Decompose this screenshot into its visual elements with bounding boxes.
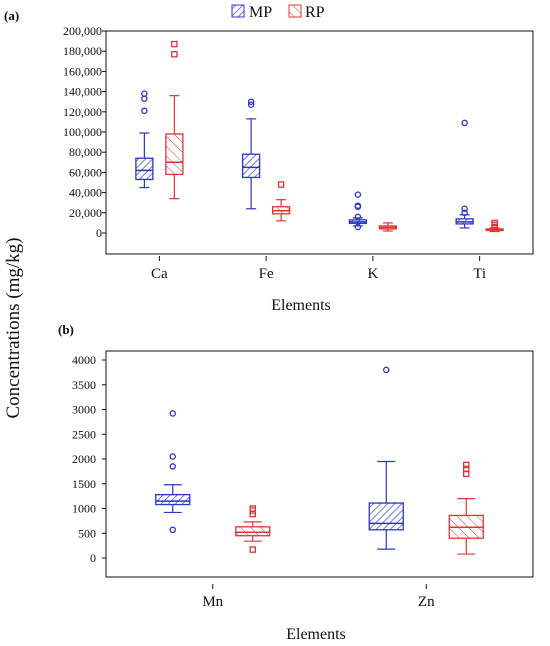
y-tick-label: 3500 — [72, 378, 96, 392]
x-category-label: Mn — [202, 594, 223, 610]
box-body — [155, 493, 191, 506]
panel-b-label: (b) — [58, 322, 74, 337]
figure-y-axis-label: Concentrations (mg/kg) — [3, 238, 24, 419]
outlier-point — [249, 510, 256, 518]
box-mp-mn — [155, 410, 191, 534]
outlier-point — [461, 205, 468, 213]
outlier-point — [354, 202, 362, 209]
box-body — [165, 133, 184, 176]
x-category-label: K — [367, 266, 378, 282]
legend-item-rp: RP — [288, 4, 325, 21]
y-tick-label: 2500 — [72, 427, 96, 441]
outlier-point — [171, 40, 178, 48]
y-tick-label: 1500 — [72, 477, 96, 491]
box-body — [241, 153, 261, 179]
box-mp-k — [348, 191, 368, 231]
legend-item-mp: MP — [231, 4, 272, 21]
y-tick-label: 60,000 — [69, 165, 102, 179]
box-mp-zn — [368, 366, 404, 550]
x-category-label: Fe — [259, 266, 274, 282]
box-mp-ti — [455, 119, 474, 229]
box-rp-zn — [448, 461, 484, 555]
y-tick-label: 160,000 — [63, 64, 102, 78]
legend-swatch-rp — [288, 4, 302, 18]
box-rp-fe — [271, 181, 291, 222]
outlier-point — [462, 465, 470, 473]
outlier-point — [169, 410, 176, 417]
y-tick-label: 1000 — [72, 502, 96, 516]
box-rp-ca — [165, 40, 184, 200]
outlier-point — [141, 107, 148, 115]
legend: MP RP — [231, 4, 325, 21]
outlier-point — [354, 191, 362, 198]
y-tick-label: 4000 — [72, 353, 96, 367]
y-tick-label: 80,000 — [69, 145, 102, 159]
legend-swatch-mp — [231, 4, 245, 18]
y-tick-label: 3000 — [72, 403, 96, 417]
box-body — [135, 157, 154, 181]
panel-a-plot-frame — [105, 30, 534, 255]
box-rp-ti — [485, 219, 504, 233]
y-tick-label: 100,000 — [63, 125, 102, 139]
y-tick-label: 500 — [78, 526, 96, 540]
y-tick-label: 200,000 — [63, 24, 102, 38]
outlier-point — [169, 526, 176, 534]
y-tick-label: 0 — [90, 551, 96, 565]
outlier-point — [169, 453, 176, 460]
box-body — [368, 502, 404, 531]
y-tick-label: 2000 — [72, 452, 96, 466]
panel-a-label: (a) — [4, 8, 19, 23]
legend-label-mp: MP — [249, 4, 272, 21]
outlier-point — [141, 90, 148, 97]
box-body — [235, 526, 271, 537]
outlier-point — [277, 181, 285, 188]
outlier-point — [461, 209, 468, 217]
y-tick-label: 140,000 — [63, 85, 102, 99]
box-rp-k — [378, 222, 398, 232]
outlier-point — [461, 119, 468, 127]
outlier-point — [247, 101, 255, 108]
panel-a: (a) Elements 0 20,000 40,000 60,000 80,000 10… — [4, 8, 534, 314]
y-tick-label: 0 — [96, 226, 102, 240]
outlier-point — [354, 213, 362, 221]
panel-b-plot-frame — [105, 350, 534, 578]
x-category-label: Zn — [418, 594, 435, 610]
panel-a-x-axis-label: Elements — [271, 297, 331, 314]
legend-label-rp: RP — [305, 4, 325, 21]
y-tick-label: 120,000 — [63, 105, 102, 119]
outlier-point — [249, 505, 256, 512]
outlier-point — [169, 463, 176, 470]
box-mp-fe — [241, 98, 261, 210]
box-mp-ca — [135, 90, 154, 189]
outlier-point — [249, 546, 256, 553]
outlier-point — [354, 223, 362, 231]
outlier-point — [382, 366, 390, 374]
x-category-label: Ti — [473, 266, 486, 282]
outlier-point — [171, 50, 178, 58]
panel-b: (b) Elements 0 500 1000 1500 2000 2500 3000 350… — [58, 322, 534, 643]
y-tick-label: 180,000 — [63, 44, 102, 58]
outlier-point — [247, 98, 255, 105]
y-tick-label: 40,000 — [69, 186, 102, 200]
outlier-point — [491, 219, 498, 227]
box-rp-mn — [235, 505, 271, 553]
y-tick-label: 20,000 — [69, 206, 102, 220]
x-category-label: Ca — [151, 266, 168, 282]
outlier-point — [462, 461, 470, 469]
panel-b-x-axis-label: Elements — [286, 626, 346, 643]
